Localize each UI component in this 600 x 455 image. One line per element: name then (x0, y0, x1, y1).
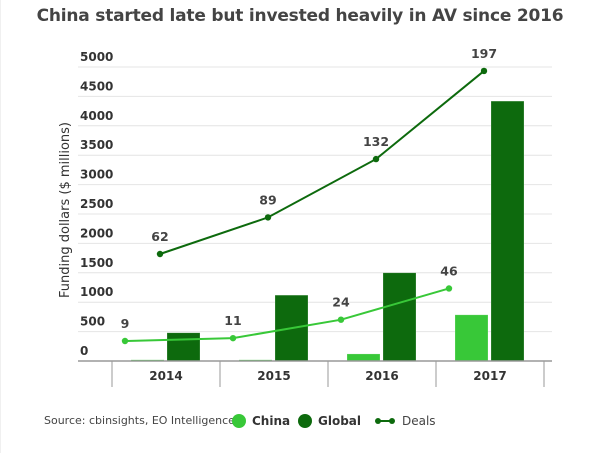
legend-item-global[interactable]: Global (298, 412, 361, 430)
y-tick-label: 500 (80, 315, 105, 329)
legend-label-deals: Deals (402, 414, 436, 428)
y-tick-labels: 0 500 1000 1500 2000 2500 3000 3500 4000 4500 5000 (80, 50, 113, 358)
deals-point[interactable] (445, 285, 453, 292)
legend-label-china: China (252, 414, 291, 428)
chart-svg: 0 500 1000 1500 2000 2500 3000 3500 4000 4500 5000… (58, 46, 552, 387)
deals-data-label: 132 (363, 134, 389, 149)
deals-data-label: 89 (259, 192, 276, 207)
deals-point[interactable] (121, 337, 129, 345)
deals-data-label: 46 (440, 263, 458, 278)
deals-data-label: 62 (151, 229, 168, 244)
legend: Source: cbinsights, EO Intelligence Chin… (0, 412, 600, 432)
deals-point[interactable] (156, 250, 164, 258)
deals-point[interactable] (337, 316, 345, 323)
bars (130, 100, 525, 362)
x-tick-label: 2017 (473, 369, 506, 383)
bar-global-2014[interactable] (166, 332, 201, 362)
y-tick-label: 2500 (80, 197, 113, 211)
deals-point[interactable] (480, 67, 488, 75)
gridlines (78, 66, 552, 333)
deals-point[interactable] (264, 214, 272, 221)
y-tick-label: 1500 (80, 256, 113, 270)
y-tick-label: 3000 (80, 168, 113, 182)
x-tick-label: 2015 (257, 369, 290, 383)
chart-title: China started late but invested heavily … (36, 6, 564, 26)
y-tick-label: 1000 (80, 285, 113, 299)
deals-line-global (159, 70, 485, 255)
y-tick-label: 3500 (80, 138, 113, 152)
y-tick-label: 5000 (80, 50, 113, 64)
deals-data-label: 24 (332, 295, 350, 310)
legend-swatch-china (232, 414, 246, 428)
deals-point[interactable] (229, 334, 237, 342)
deal-lines: 9 11 24 46 62 89 132 197 (121, 46, 497, 345)
deals-data-label: 11 (224, 313, 241, 328)
legend-item-deals[interactable]: Deals (374, 412, 436, 430)
bar-global-2017[interactable] (490, 100, 525, 362)
y-tick-label: 4000 (80, 109, 113, 123)
legend-item-china[interactable]: China (232, 412, 290, 430)
y-tick-label: 4500 (80, 79, 113, 93)
deals-line-china (124, 287, 450, 342)
source-note: Source: cbinsights, EO Intelligence (44, 414, 235, 427)
deals-data-label: 197 (471, 46, 497, 61)
legend-label-global: Global (318, 414, 362, 428)
legend-swatch-deals (374, 417, 396, 425)
y-axis-label: Funding dollars ($ millions) (58, 122, 73, 298)
bar-china-2016[interactable] (346, 353, 381, 362)
x-tick-label: 2014 (149, 369, 182, 383)
x-tick-label: 2016 (365, 369, 398, 383)
y-tick-label: 2000 (80, 226, 113, 240)
bar-global-2016[interactable] (382, 272, 417, 362)
deals-data-label: 9 (121, 316, 130, 331)
legend-swatch-global (298, 414, 312, 428)
x-axis: 2014 2015 2016 2017 (78, 360, 552, 387)
bar-china-2017[interactable] (454, 314, 489, 362)
deals-point[interactable] (372, 155, 380, 163)
y-tick-label: 0 (80, 344, 88, 358)
